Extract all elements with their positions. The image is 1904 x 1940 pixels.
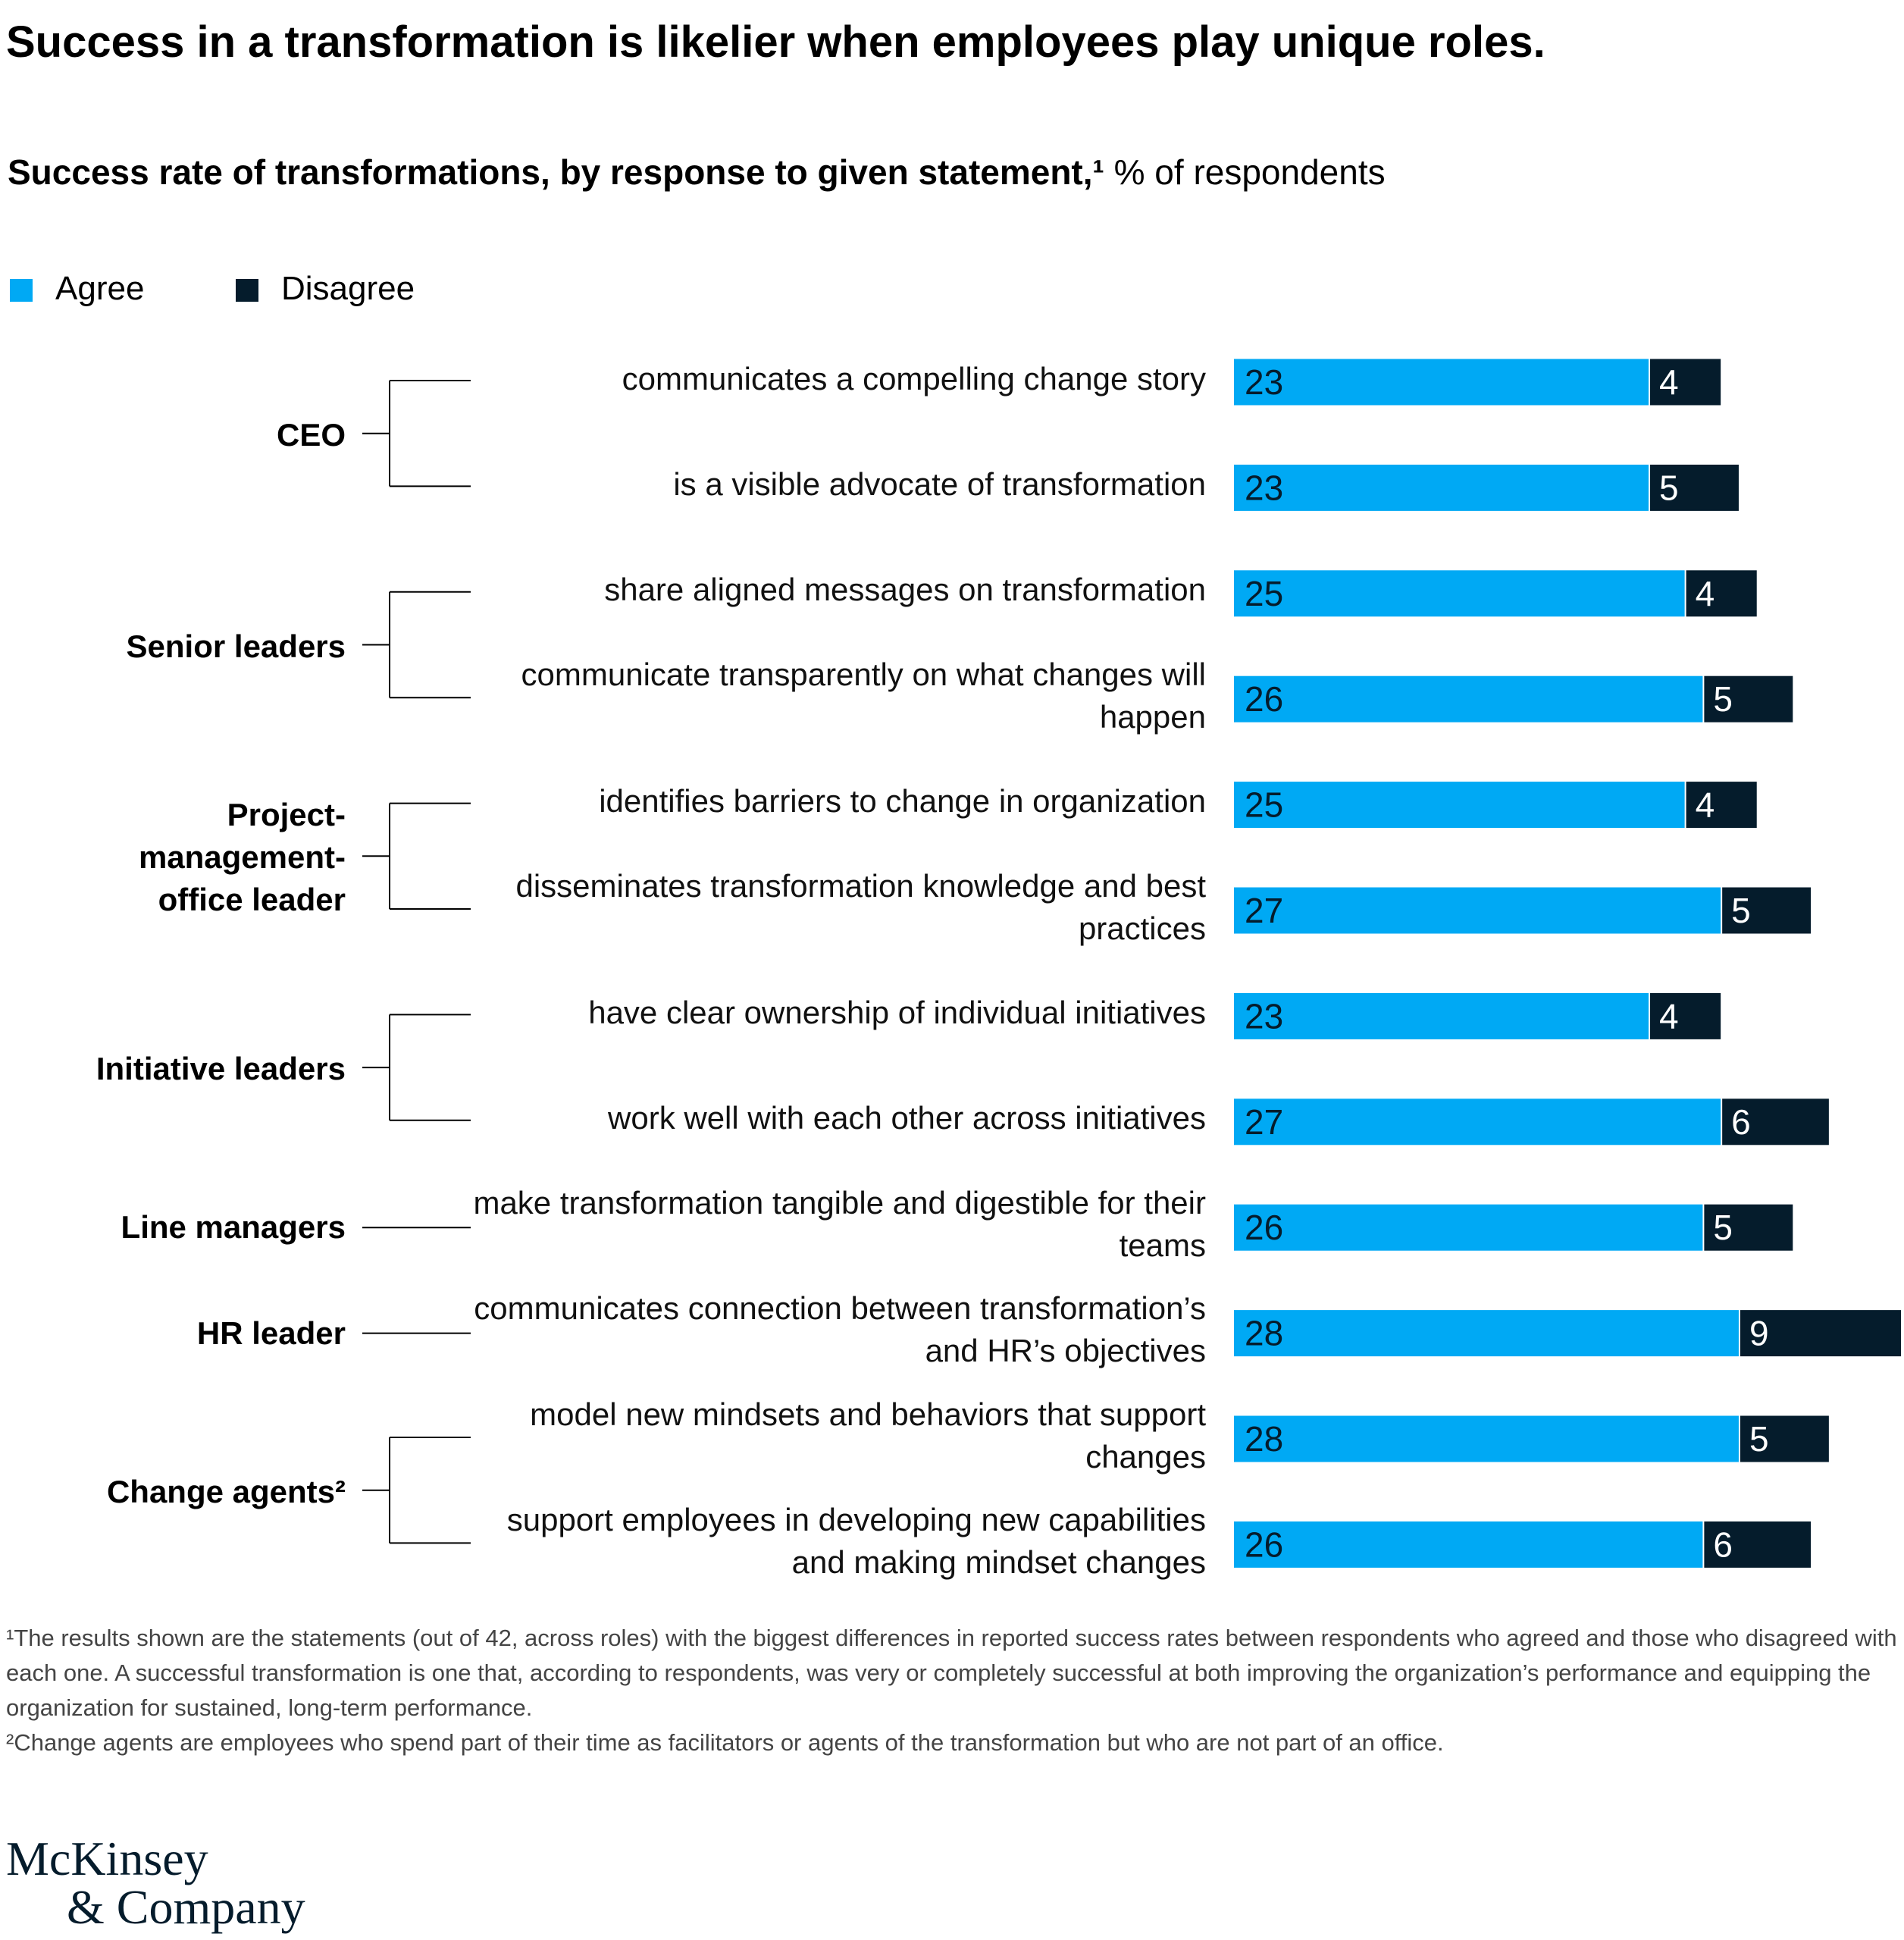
- value-label: 23: [1245, 362, 1283, 402]
- value-label: 28: [1245, 1314, 1283, 1353]
- group-label: CEO: [276, 416, 346, 453]
- legend-label: Agree: [55, 270, 145, 307]
- bar-segment: [1704, 1204, 1793, 1251]
- bar-segment: [1234, 992, 1649, 1039]
- value-label: 26: [1245, 679, 1283, 719]
- bar-segment: [1234, 1521, 1703, 1568]
- legend-swatch: [236, 279, 258, 302]
- subtitle: Success rate of transformations, by resp…: [8, 152, 1386, 193]
- bar-segment: [1686, 570, 1757, 617]
- bar-segment: [1234, 1415, 1739, 1462]
- value-label: 5: [1731, 891, 1751, 930]
- category-label: communicates a compelling change story: [622, 360, 1206, 396]
- bar-segment: [1704, 1521, 1812, 1568]
- category-label: disseminates transformation knowledge an…: [515, 867, 1206, 946]
- footnote: ²Change agents are employees who spend p…: [6, 1729, 1444, 1756]
- logo-line: McKinsey: [6, 1832, 208, 1885]
- value-label: 6: [1713, 1525, 1733, 1564]
- chart-title: Success in a transformation is likelier …: [6, 17, 1545, 67]
- category-label: share aligned messages on transformation: [604, 572, 1206, 608]
- value-label: 27: [1245, 891, 1283, 930]
- bar-segment: [1234, 1098, 1721, 1146]
- value-label: 4: [1696, 574, 1715, 613]
- bar-segment: [1740, 1415, 1829, 1462]
- bar-segment: [1234, 675, 1703, 722]
- bar-segment: [1234, 782, 1685, 829]
- bar-segment: [1234, 887, 1721, 934]
- category-label: work well with each other across initiat…: [608, 1100, 1206, 1136]
- value-label: 4: [1659, 996, 1679, 1036]
- value-label: 6: [1731, 1102, 1751, 1142]
- footnote: ¹The results shown are the statements (o…: [6, 1625, 1897, 1721]
- group-label: HR leader: [196, 1315, 346, 1351]
- group-label: Change agents²: [106, 1473, 346, 1509]
- value-label: 5: [1713, 1208, 1733, 1247]
- bar-segment: [1722, 1098, 1829, 1146]
- bar-segment: [1234, 1204, 1703, 1251]
- value-label: 5: [1749, 1419, 1769, 1459]
- legend-label: Disagree: [281, 270, 415, 307]
- subtitle-main: Success rate of transformations, by resp…: [8, 152, 1104, 192]
- bar-segment: [1650, 359, 1721, 406]
- bar-segment: [1234, 464, 1649, 511]
- logo-line: & Company: [67, 1880, 305, 1934]
- bar-segment: [1704, 675, 1793, 722]
- value-label: 26: [1245, 1208, 1283, 1247]
- category-label: communicates connection between transfor…: [474, 1290, 1206, 1369]
- category-label: support employees in developing new capa…: [506, 1501, 1206, 1580]
- category-label: model new mindsets and behaviors that su…: [530, 1396, 1206, 1475]
- bar-segment: [1234, 1310, 1739, 1357]
- logo: McKinsey & Company: [6, 1835, 305, 1932]
- bar-segment: [1234, 570, 1685, 617]
- category-label: have clear ownership of individual initi…: [588, 994, 1206, 1030]
- value-label: 28: [1245, 1419, 1283, 1459]
- unit: % of respondents: [1113, 152, 1386, 192]
- category-label: identifies barriers to change in organiz…: [599, 783, 1206, 820]
- bar-segment: [1740, 1310, 1901, 1357]
- legend-swatch: [10, 279, 33, 302]
- category-label: is a visible advocate of transformation: [673, 465, 1206, 502]
- value-label: 23: [1245, 996, 1283, 1036]
- category-label: communicate transparently on what change…: [521, 656, 1206, 735]
- value-label: 27: [1245, 1102, 1283, 1142]
- category-label: make transformation tangible and digesti…: [473, 1184, 1206, 1263]
- bar-segment: [1686, 782, 1757, 829]
- value-label: 9: [1749, 1314, 1769, 1353]
- value-label: 26: [1245, 1525, 1283, 1564]
- group-label: Project-management-office leader: [138, 797, 346, 918]
- bar-segment: [1234, 359, 1649, 406]
- bar-segment: [1650, 992, 1721, 1039]
- value-label: 4: [1696, 785, 1715, 825]
- group-label: Line managers: [121, 1209, 346, 1246]
- group-label: Initiative leaders: [96, 1051, 346, 1087]
- bar-segment: [1650, 464, 1739, 511]
- value-label: 4: [1659, 362, 1679, 402]
- footnotes: ¹The results shown are the statements (o…: [6, 1621, 1898, 1760]
- bar-segment: [1722, 887, 1812, 934]
- value-label: 5: [1713, 679, 1733, 719]
- value-label: 25: [1245, 574, 1283, 613]
- group-label: Senior leaders: [126, 628, 346, 664]
- value-label: 5: [1659, 468, 1679, 507]
- value-label: 25: [1245, 785, 1283, 825]
- value-label: 23: [1245, 468, 1283, 507]
